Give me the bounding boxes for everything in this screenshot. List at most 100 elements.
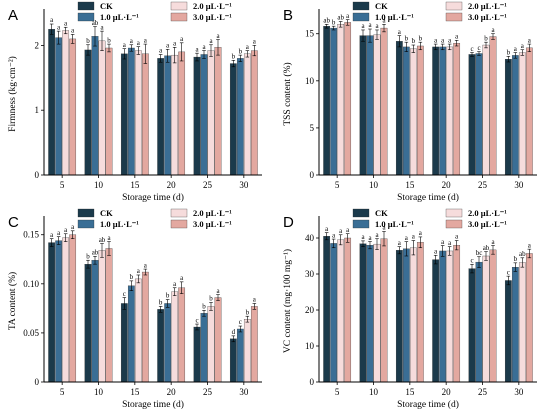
bar [214, 297, 222, 383]
panel-letter: A [8, 7, 18, 24]
panel-c-ta: a b c b c d a ab b b b c a ab a a b b a a a a a a 0 0.05 0.10 0.15 5… [0, 207, 275, 414]
significance-label: a [137, 39, 141, 47]
x-axis-title: Storage time (d) [122, 192, 184, 203]
significance-label: a [166, 41, 170, 49]
legend-label: 1.0 μL·L⁻¹ [100, 219, 139, 229]
significance-label: a [382, 17, 386, 25]
bar [446, 250, 454, 383]
significance-label: b [239, 47, 243, 55]
significance-label: b [232, 53, 236, 61]
bar [229, 63, 237, 176]
significance-label: c [123, 290, 126, 298]
significance-label: a [419, 229, 423, 237]
legend-item: 1.0 μL·L⁻¹ [352, 12, 414, 22]
significance-label: c [239, 318, 242, 326]
significance-label: a [346, 226, 350, 234]
bar [120, 303, 128, 383]
bar [105, 248, 113, 383]
panel-b-tss: ab a a a c b b a b a c a ab a b a b a a a b a a a 0 5 10 15 5 10 15 20 2… [275, 0, 550, 207]
y-tick-label: 5 [310, 123, 315, 133]
significance-label: a [491, 238, 495, 246]
significance-label: a [202, 43, 206, 51]
legend-label: 3.0 μL·L⁻¹ [468, 12, 507, 22]
bar [98, 40, 106, 176]
significance-label: c [477, 44, 480, 52]
significance-label: a [528, 241, 532, 249]
significance-label: a [195, 45, 199, 53]
bar [193, 56, 201, 176]
bar [105, 47, 113, 176]
legend-item: 1.0 μL·L⁻¹ [352, 219, 414, 229]
significance-label: a [209, 37, 213, 45]
x-tick-label: 20 [167, 387, 177, 397]
bar [468, 54, 476, 176]
bar [373, 34, 381, 176]
bar [511, 267, 519, 383]
legend-item: 2.0 μL·L⁻¹ [445, 208, 507, 218]
significance-label: a [253, 296, 257, 304]
significance-label: b [514, 255, 518, 263]
bar [482, 44, 490, 176]
series-3: a a a a a a [344, 224, 533, 383]
significance-label: a [368, 21, 372, 29]
bar [439, 46, 447, 176]
significance-label: b [209, 295, 213, 303]
panel-letter: C [8, 214, 19, 231]
bar [200, 313, 208, 383]
bar [323, 26, 331, 176]
bar [250, 306, 258, 383]
significance-label: c [470, 256, 473, 264]
y-tick-label: 10 [305, 76, 315, 86]
significance-label: a [246, 43, 250, 51]
bar [432, 259, 440, 383]
x-tick-label: 15 [405, 180, 415, 190]
legend-swatch [352, 219, 370, 229]
bar [373, 243, 381, 383]
bar [504, 280, 512, 383]
bar [366, 245, 374, 383]
legend-swatch [77, 12, 95, 22]
legend-swatch [445, 12, 463, 22]
legend-item: 1.0 μL·L⁻¹ [77, 12, 139, 22]
significance-label: ab [99, 236, 106, 244]
x-tick-label: 30 [514, 387, 524, 397]
significance-label: b [130, 273, 134, 281]
bar [214, 47, 222, 176]
bar [48, 242, 56, 383]
significance-label: a [144, 261, 148, 269]
significance-label: b [507, 49, 511, 57]
significance-label: a [50, 231, 54, 239]
x-tick-label: 5 [335, 387, 340, 397]
significance-label: a [441, 36, 445, 44]
bar [439, 250, 447, 383]
legend-swatch [445, 208, 463, 218]
significance-label: b [86, 37, 90, 45]
bar [120, 53, 128, 176]
legend-label: 2.0 μL·L⁻¹ [468, 1, 507, 11]
legend-swatch [170, 12, 188, 22]
significance-label: a [180, 274, 184, 282]
bar [141, 271, 149, 383]
significance-label: a [144, 36, 148, 44]
y-axis-title: VC content (mg·100 mg⁻¹) [282, 249, 293, 353]
significance-label: a [382, 224, 386, 232]
panel-a-firmness: a b a a a b a ab a a a b a a a a a a a b a a a a 0 1 2 5 10 15 20 25 30 S… [0, 0, 275, 207]
y-tick-label: 1 [35, 105, 40, 115]
x-tick-label: 30 [239, 387, 249, 397]
significance-label: a [405, 234, 409, 242]
bar [380, 27, 388, 176]
legend-swatch [170, 208, 188, 218]
x-tick-label: 20 [167, 180, 177, 190]
significance-label: b [86, 252, 90, 260]
x-tick-label: 30 [514, 180, 524, 190]
series-0: ab aa ab [48, 16, 237, 176]
significance-label: c [470, 45, 473, 53]
significance-label: a [137, 267, 141, 275]
significance-label: a [332, 231, 336, 239]
bar [416, 242, 424, 383]
y-tick-label: 10 [305, 341, 315, 351]
